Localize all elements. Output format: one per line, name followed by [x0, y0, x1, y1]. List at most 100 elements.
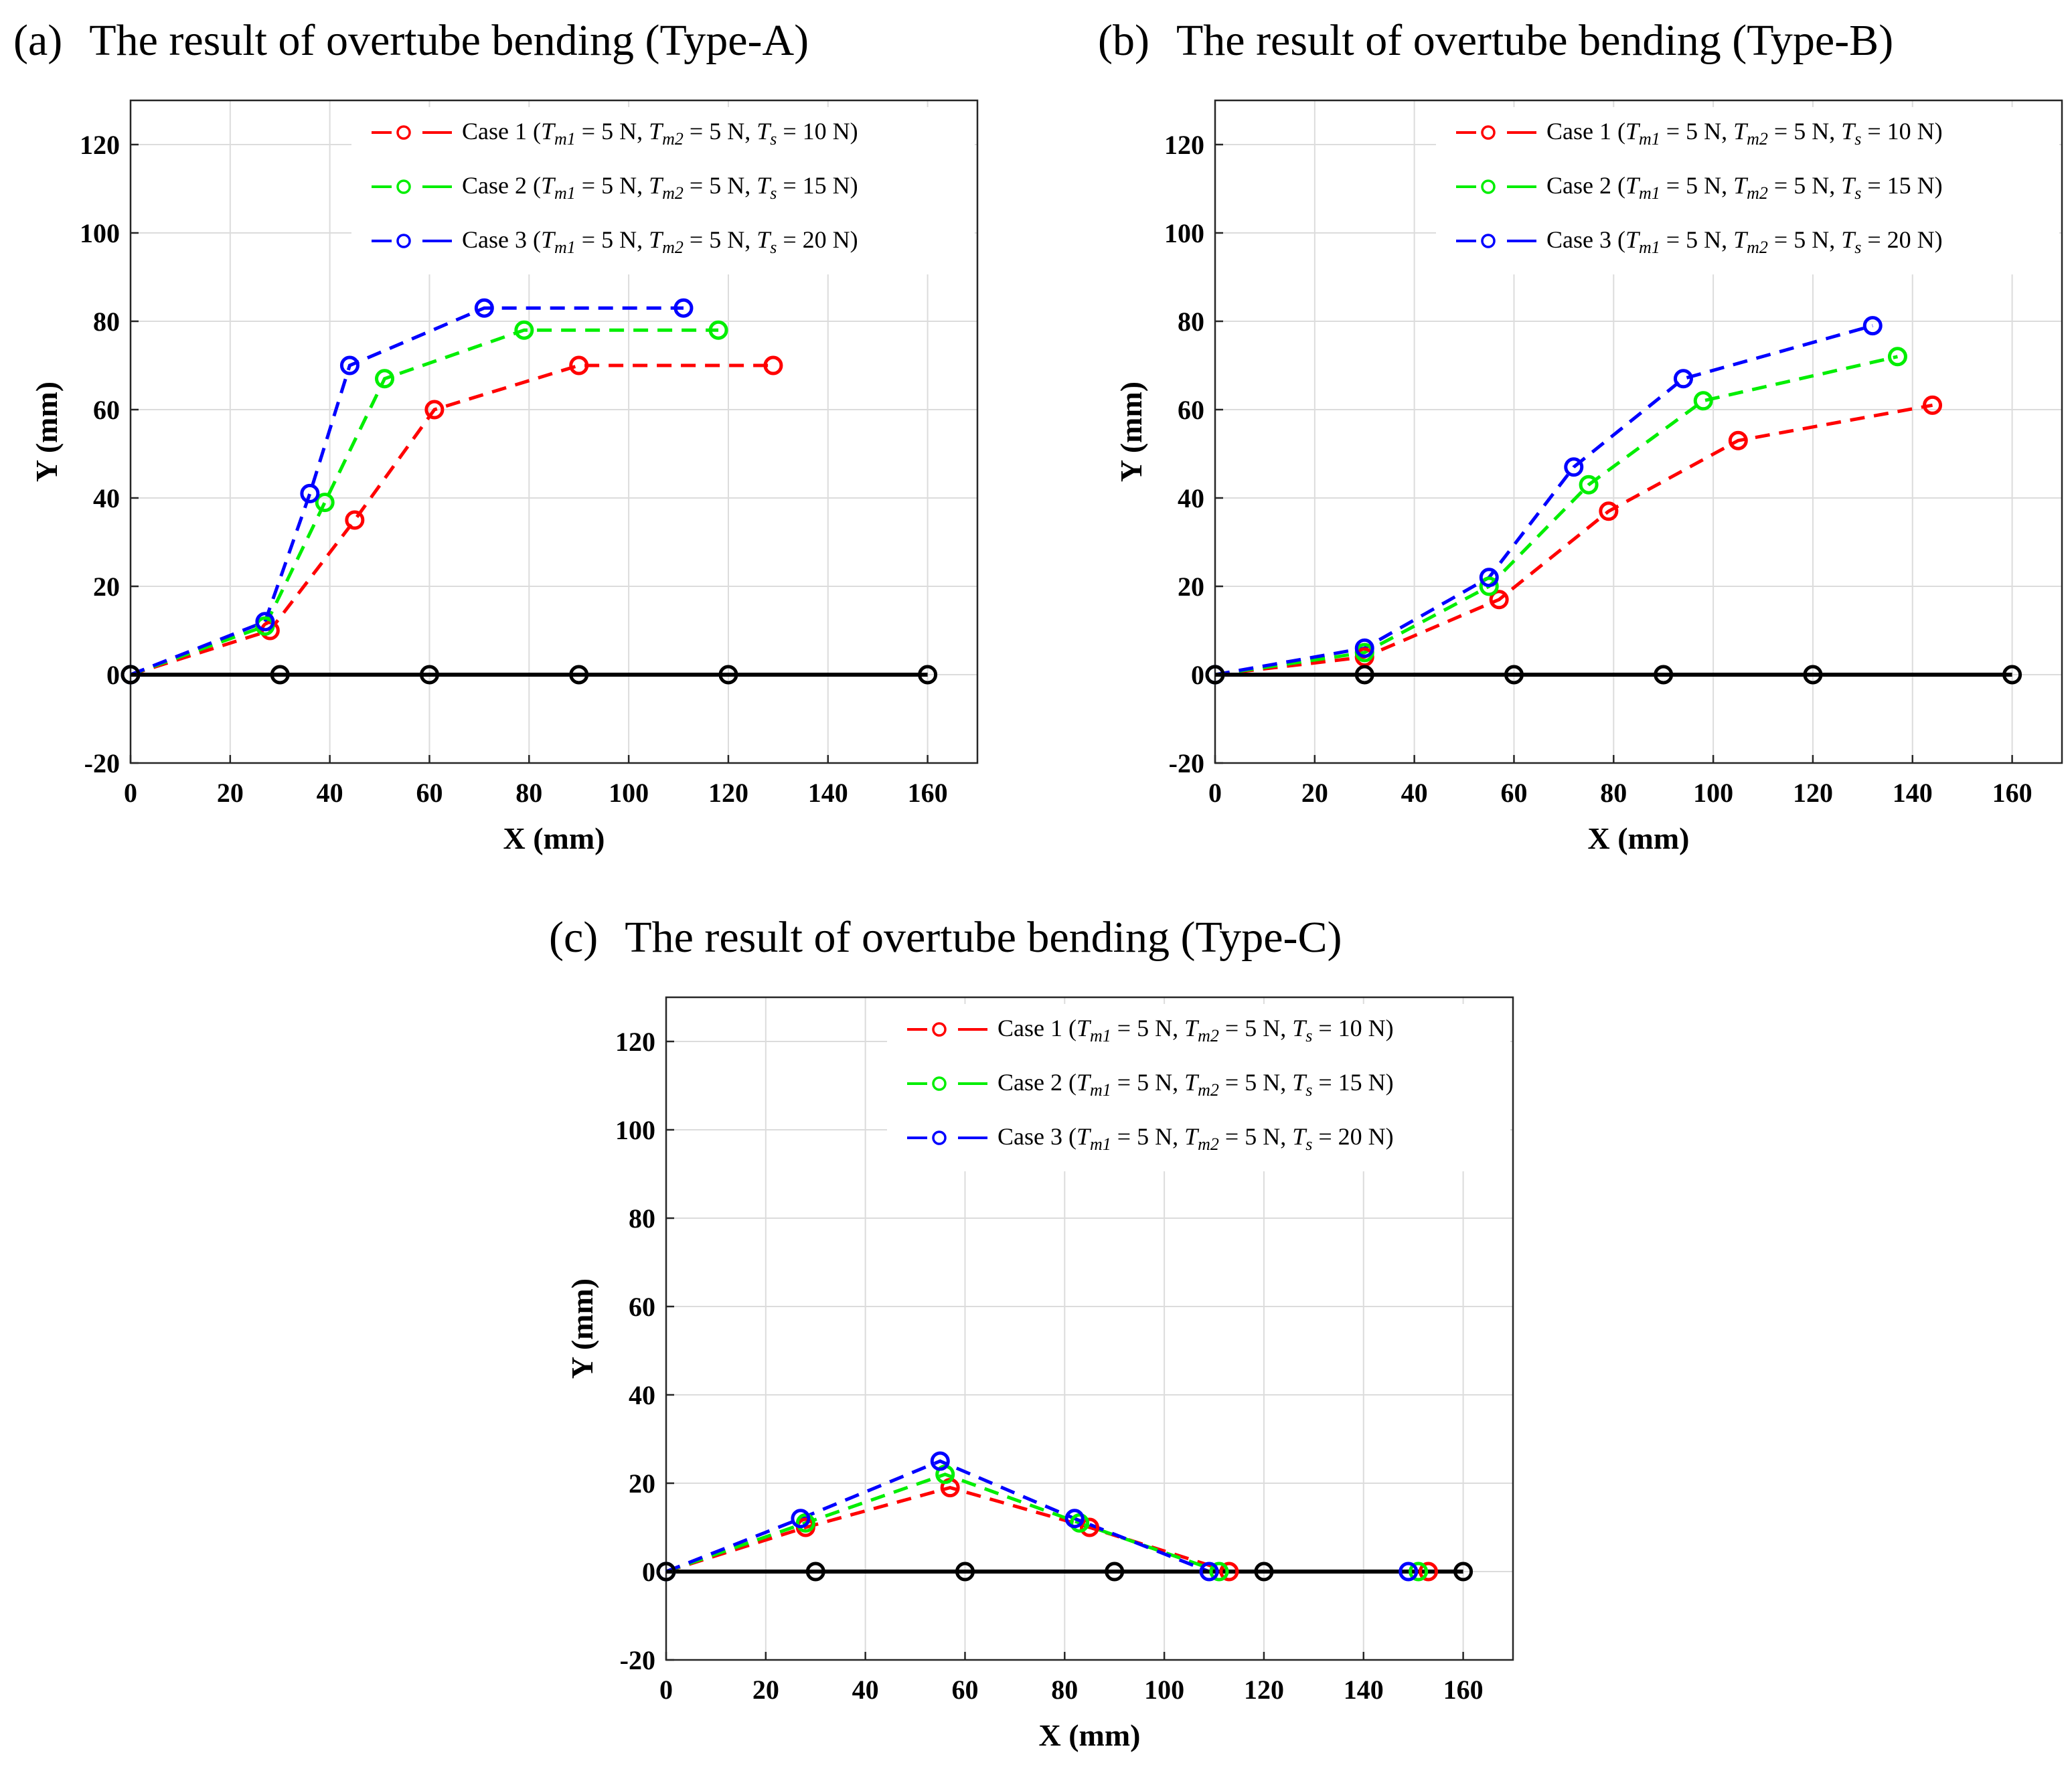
- data-point-case-1: [424, 400, 445, 420]
- y-tick-label: 20: [93, 572, 120, 602]
- x-tick-label: 60: [1500, 778, 1527, 808]
- y-tick-label: 20: [629, 1468, 655, 1499]
- y-tick-label: -20: [620, 1645, 655, 1675]
- legend-box: [887, 1004, 1510, 1171]
- legend-entry: Case 2 (Tm1 = 5 N, Tm2 = 5 N, Ts = 15 N): [1546, 172, 1943, 203]
- data-point-baseline: [918, 665, 938, 685]
- data-point-case-3: [1564, 457, 1584, 477]
- data-point-case-2: [315, 493, 335, 513]
- data-point-baseline: [1654, 665, 1674, 685]
- y-tick-label: -20: [1169, 748, 1204, 778]
- data-point-case-3: [255, 612, 275, 632]
- data-point-case-2: [514, 320, 534, 340]
- y-axis-label: Y (mm): [565, 1278, 599, 1379]
- axes-frame: [129, 99, 979, 764]
- axes-frame: [1214, 99, 2063, 764]
- x-tick-label: 20: [217, 778, 244, 808]
- y-axis-label: Y (mm): [1114, 382, 1148, 482]
- legend: Case 1 (Tm1 = 5 N, Tm2 = 5 N, Ts = 10 N)…: [351, 107, 975, 274]
- data-point-baseline: [805, 1562, 825, 1582]
- x-tick-label: 160: [1992, 778, 2033, 808]
- y-tick-label: 40: [93, 483, 120, 513]
- data-point-case-3: [791, 1509, 811, 1529]
- data-point-case-3: [1064, 1509, 1085, 1529]
- y-tick-label: 0: [1191, 660, 1204, 690]
- x-tick-label: 40: [317, 778, 343, 808]
- data-point-case-2: [1693, 391, 1713, 411]
- data-point-baseline: [121, 665, 141, 685]
- legend-entry: Case 1 (Tm1 = 5 N, Tm2 = 5 N, Ts = 10 N): [1546, 118, 1943, 149]
- chart-panel-b: (b) The result of overtube bending (Type-…: [1085, 0, 2072, 870]
- data-point-case-3: [1862, 316, 1883, 336]
- data-point-case-3: [300, 483, 320, 503]
- x-tick-label: 40: [1401, 778, 1428, 808]
- data-point-baseline: [1205, 665, 1225, 685]
- data-point-baseline: [955, 1562, 975, 1582]
- data-point-baseline: [718, 665, 738, 685]
- data-point-case-3: [930, 1451, 950, 1471]
- data-point-case-3: [673, 298, 694, 318]
- chart-svg: (b) The result of overtube bending (Type-…: [1098, 16, 2063, 855]
- data-point-case-1: [1599, 501, 1619, 521]
- legend-swatch-marker: [1481, 234, 1496, 248]
- chart-panel-c: (c) The result of overtube bending (Type-…: [536, 897, 1580, 1767]
- data-point-baseline: [1453, 1562, 1473, 1582]
- legend-swatch-marker: [1481, 125, 1496, 140]
- data-point-case-3: [1673, 369, 1693, 389]
- y-tick-label: -20: [84, 748, 120, 778]
- x-axis-label: X (mm): [503, 821, 605, 855]
- data-point-case-1: [763, 355, 783, 375]
- series-line-case-3: [130, 306, 684, 677]
- series-line-case-3: [1214, 324, 1873, 677]
- y-tick-label: 120: [80, 130, 120, 160]
- data-point-baseline: [569, 665, 589, 685]
- data-point-baseline: [1254, 1562, 1274, 1582]
- data-point-case-2: [1887, 347, 1907, 367]
- data-point-case-2: [1579, 475, 1599, 495]
- series-line-case-2: [665, 1472, 1419, 1574]
- x-tick-label: 140: [1344, 1675, 1384, 1705]
- x-tick-label: 100: [609, 778, 649, 808]
- panel-title: The result of overtube bending (Type-C): [625, 913, 1342, 962]
- legend-entry: Case 1 (Tm1 = 5 N, Tm2 = 5 N, Ts = 10 N): [462, 118, 858, 149]
- y-tick-label: 60: [93, 395, 120, 425]
- legend-entry: Case 3 (Tm1 = 5 N, Tm2 = 5 N, Ts = 20 N): [462, 226, 858, 257]
- y-tick-label: 100: [615, 1115, 655, 1145]
- legend: Case 1 (Tm1 = 5 N, Tm2 = 5 N, Ts = 10 N)…: [887, 1004, 1510, 1171]
- data-point-baseline: [419, 665, 439, 685]
- y-tick-label: 40: [629, 1380, 655, 1410]
- x-tick-label: 40: [852, 1675, 879, 1705]
- x-tick-label: 120: [1793, 778, 1833, 808]
- y-tick-label: 40: [1178, 483, 1204, 513]
- data-point-case-3: [1479, 568, 1499, 588]
- legend-swatch-marker: [396, 234, 411, 248]
- data-point-case-1: [345, 510, 365, 530]
- series-line-case-3: [665, 1459, 1409, 1574]
- y-tick-label: 80: [93, 307, 120, 337]
- x-axis-label: X (mm): [1588, 821, 1690, 855]
- data-point-case-2: [795, 1513, 815, 1533]
- legend-swatch-marker: [1481, 179, 1496, 194]
- legend-entry: Case 1 (Tm1 = 5 N, Tm2 = 5 N, Ts = 10 N): [998, 1015, 1394, 1045]
- data-point-case-1: [1419, 1562, 1438, 1582]
- data-point-case-2: [1479, 576, 1499, 596]
- legend-box: [1436, 107, 2059, 274]
- x-tick-label: 80: [1600, 778, 1627, 808]
- legend: Case 1 (Tm1 = 5 N, Tm2 = 5 N, Ts = 10 N)…: [1436, 107, 2059, 274]
- legend-entry: Case 2 (Tm1 = 5 N, Tm2 = 5 N, Ts = 15 N): [998, 1069, 1394, 1100]
- data-point-case-3: [1199, 1562, 1219, 1582]
- y-tick-label: 0: [106, 660, 120, 690]
- panel-letter: (a): [13, 16, 62, 65]
- x-tick-label: 60: [416, 778, 443, 808]
- x-tick-label: 20: [752, 1675, 779, 1705]
- y-tick-label: 80: [1178, 307, 1204, 337]
- chart-panel-a: (a) The result of overtube bending (Type-…: [0, 0, 1044, 870]
- panel-letter: (b): [1098, 16, 1149, 65]
- chart-svg: (c) The result of overtube bending (Type-…: [549, 913, 1514, 1752]
- x-axis-label: X (mm): [1039, 1718, 1141, 1752]
- legend-swatch-marker: [932, 1130, 947, 1145]
- x-tick-label: 0: [659, 1675, 673, 1705]
- y-tick-label: 100: [1164, 218, 1204, 248]
- x-tick-label: 120: [708, 778, 748, 808]
- x-tick-label: 160: [1443, 1675, 1484, 1705]
